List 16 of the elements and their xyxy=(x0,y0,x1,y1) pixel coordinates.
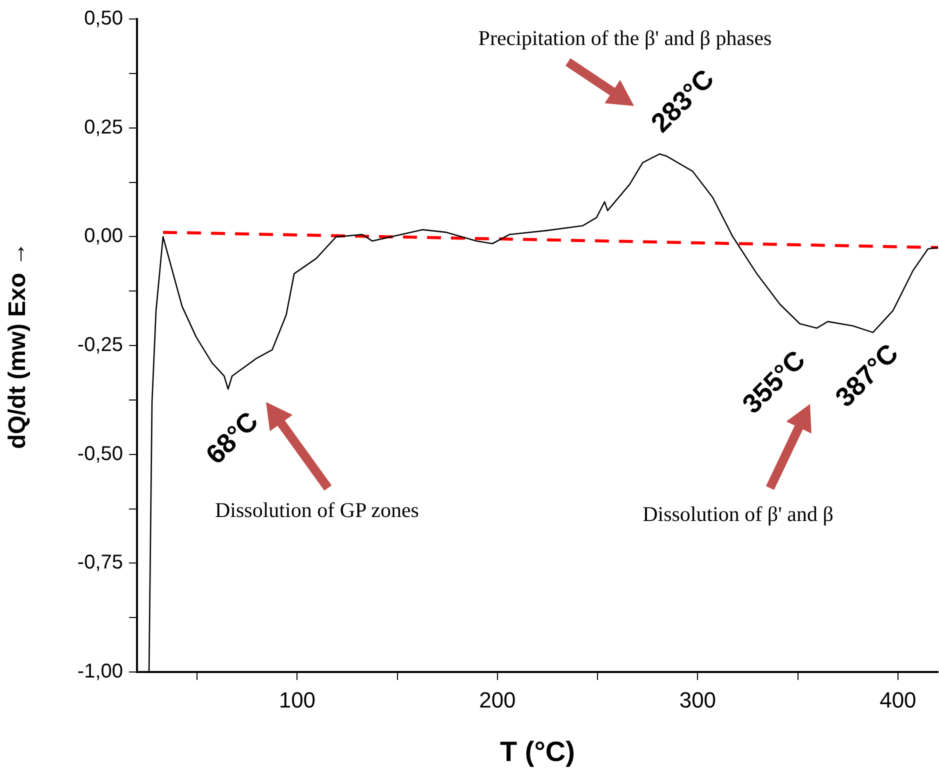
x-axis-title: T (°C) xyxy=(500,736,575,767)
y-tick-label: -1,00 xyxy=(77,660,123,683)
y-tick-label: 0,50 xyxy=(84,8,123,30)
y-tick-label: 0,00 xyxy=(84,225,123,248)
annotation: Dissolution of β' and β xyxy=(642,502,834,527)
y-tick-label: -0,25 xyxy=(77,334,123,356)
annotation: Precipitation of the β' and β phases xyxy=(478,26,772,51)
y-axis-title: dQ/dt (mw) Exo → xyxy=(4,242,32,449)
x-tick-label: 400 xyxy=(880,687,916,712)
y-tick-label: 0,25 xyxy=(84,116,123,138)
x-tick-label: 200 xyxy=(479,687,516,712)
x-tick-label: 300 xyxy=(679,687,716,712)
y-tick-label: -0,50 xyxy=(77,442,123,465)
annotation: Dissolution of GP zones xyxy=(215,498,419,523)
x-tick-label: 100 xyxy=(278,687,316,712)
y-tick-label: -0,75 xyxy=(77,552,123,574)
